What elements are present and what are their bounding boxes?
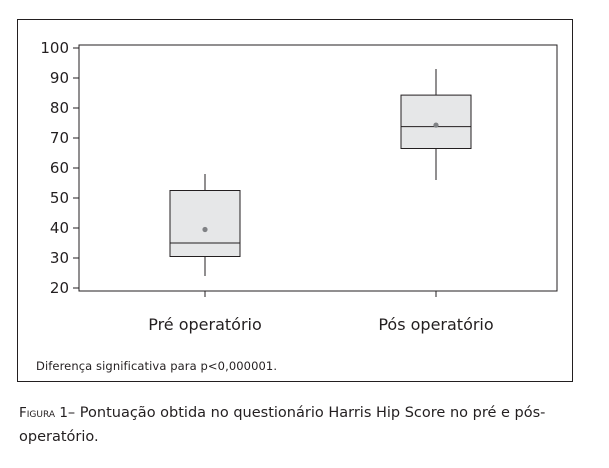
x-category-label: Pré operatório [148, 315, 262, 334]
x-axis: Pré operatório Pós operatório [148, 291, 494, 334]
chart-footnote: Diferença significativa para p<0,000001. [36, 359, 278, 373]
y-tick-label: 70 [50, 129, 69, 147]
iqr-box [400, 94, 472, 149]
y-tick-label: 80 [50, 99, 69, 117]
y-tick-label: 90 [50, 69, 69, 87]
y-tick-label: 20 [50, 279, 69, 297]
box-group [169, 174, 241, 276]
y-tick-label: 30 [50, 249, 69, 267]
mean-marker [202, 226, 208, 233]
y-tick-label: 60 [50, 159, 69, 177]
y-tick-label: 100 [40, 39, 69, 57]
plot-area-border [78, 44, 558, 292]
box-group [400, 69, 472, 180]
x-category-label: Pós operatório [378, 315, 493, 334]
caption-text: – Pontuação obtida no questionário Harri… [19, 405, 546, 445]
y-tick-label: 40 [50, 219, 69, 237]
y-tick-label: 50 [50, 189, 69, 207]
boxes [169, 69, 472, 276]
figure-caption: Figura 1– Pontuação obtida no questionár… [19, 401, 589, 449]
figure-label: Figura 1 [19, 405, 68, 421]
figure-frame [17, 19, 573, 382]
boxplot-chart: 20 30 40 50 60 70 80 90 100 Pré operatório Pós op… [40, 39, 558, 334]
mean-marker [433, 122, 439, 128]
iqr-box [169, 190, 241, 257]
y-axis: 20 30 40 50 60 70 80 90 100 [40, 39, 79, 297]
